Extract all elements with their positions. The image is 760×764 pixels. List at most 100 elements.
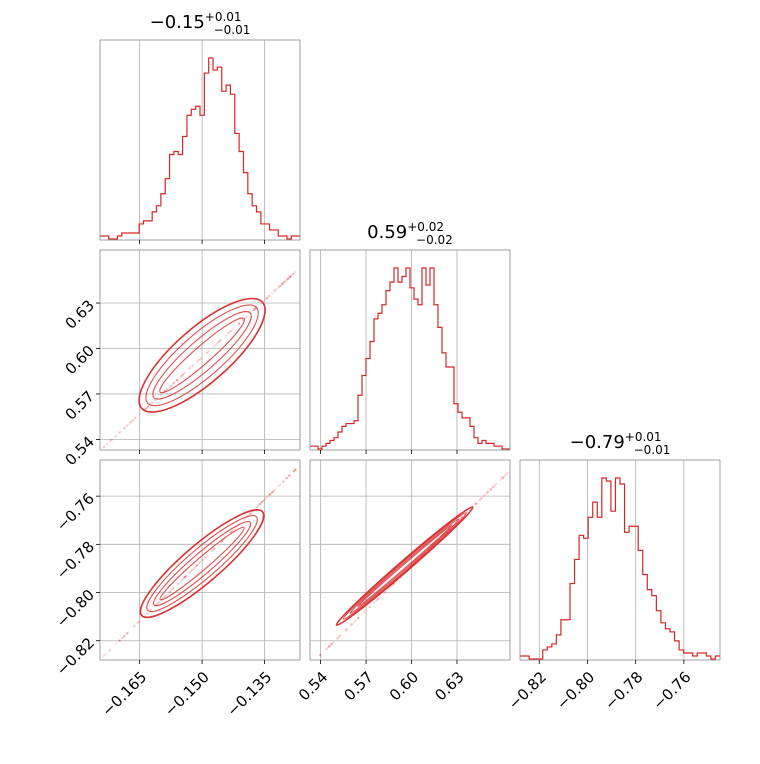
density-sample-point: [237, 322, 241, 325]
density-sample-point: [165, 593, 168, 596]
density-sample-point: [280, 283, 284, 286]
density-sample-point: [213, 345, 216, 348]
density-sample-point: [332, 641, 335, 644]
density-sample-point: [132, 419, 135, 422]
density-sample-point: [480, 497, 483, 500]
density-sample-point: [231, 529, 235, 532]
density-sample-point: [132, 625, 136, 628]
density-sample-point: [383, 591, 386, 594]
density-sample-point: [264, 497, 268, 500]
density-sample-point: [165, 388, 169, 391]
density-sample-point: [279, 284, 282, 287]
title-upper-error: +0.01: [625, 430, 662, 444]
density-sample-point: [229, 329, 232, 333]
density-contour: [152, 521, 252, 607]
density-sample-point: [357, 616, 360, 619]
density-sample-point: [356, 617, 360, 620]
density-sample-point: [182, 373, 185, 376]
density-sample-point: [274, 289, 277, 292]
density-sample-point: [294, 468, 297, 472]
density-sample-point: [181, 578, 184, 581]
density-sample-point: [183, 576, 186, 579]
density-sample-point: [147, 405, 150, 408]
density-sample-point: [260, 501, 263, 504]
density-contour: [146, 515, 258, 613]
density-sample-point: [133, 417, 137, 420]
density-sample-point: [200, 356, 203, 359]
density-sample-point: [268, 494, 271, 497]
density-sample-point: [289, 274, 293, 278]
density-sample-point: [292, 470, 295, 473]
density-sample-point: [336, 637, 339, 640]
density-sample-point: [281, 480, 285, 483]
density-sample-point: [502, 475, 505, 478]
density-sample-point: [184, 575, 187, 578]
density-sample-point: [357, 617, 360, 620]
density-sample-point: [126, 631, 129, 634]
density-sample-point: [272, 489, 276, 492]
density-sample-point: [176, 378, 179, 382]
density-sample-point: [192, 567, 195, 570]
density-sample-point: [183, 576, 186, 579]
density-sample-point: [189, 569, 193, 573]
density-sample-point: [484, 493, 487, 496]
density-sample-point: [172, 586, 175, 590]
x-tick-label: −0.150: [161, 668, 213, 720]
density-sample-point: [129, 421, 132, 424]
x-tick-label: −0.165: [98, 668, 150, 720]
density-sample-point: [238, 322, 241, 325]
density-sample-point: [252, 309, 255, 312]
density-sample-point: [145, 407, 148, 410]
density-sample-point: [147, 405, 150, 408]
density-sample-point: [198, 358, 201, 361]
y-tick-label: −0.80: [53, 586, 98, 631]
density-sample-point: [491, 486, 494, 489]
density-sample-point: [351, 622, 354, 626]
density-sample-point: [229, 330, 232, 333]
density-sample-point: [197, 359, 200, 362]
density-sample-point: [172, 381, 176, 385]
density-sample-point: [261, 499, 265, 503]
density-sample-point: [118, 639, 121, 642]
density-sample-point: [201, 558, 204, 562]
density-sample-point: [503, 474, 506, 477]
density-sample-point: [271, 490, 274, 493]
density-sample-point: [169, 384, 172, 388]
y-tick-label: 0.60: [62, 342, 98, 378]
density-sample-point: [330, 642, 333, 645]
density-sample-point: [286, 277, 289, 281]
density-sample-point: [255, 505, 259, 509]
density-sample-point: [480, 497, 483, 500]
density-sample-point: [156, 602, 159, 606]
density-sample-point: [108, 649, 111, 652]
density-sample-point: [139, 412, 142, 415]
x-tick-label: 0.54: [295, 668, 331, 704]
density-sample-point: [500, 477, 504, 480]
density-sample-point: [271, 490, 274, 493]
density-sample-point: [193, 566, 196, 569]
density-contour: [145, 304, 259, 407]
density-sample-point: [277, 484, 280, 488]
density-sample-point: [110, 438, 113, 442]
histogram-step-line: [520, 477, 720, 660]
panel-hist-3-content: [520, 460, 720, 660]
density-sample-point: [277, 286, 280, 289]
density-sample-point: [227, 331, 230, 335]
density-sample-point: [182, 373, 185, 376]
density-sample-point: [263, 498, 266, 501]
density-sample-point: [189, 570, 192, 574]
x-tick-label: −0.82: [505, 668, 550, 713]
density-sample-point: [287, 277, 290, 280]
density-sample-point: [196, 564, 199, 567]
density-sample-point: [339, 634, 342, 637]
density-sample-point: [165, 388, 168, 391]
density-sample-point: [327, 645, 330, 648]
density-sample-point: [176, 378, 179, 381]
density-sample-point: [475, 502, 478, 505]
density-sample-point: [265, 297, 268, 300]
density-sample-point: [506, 471, 509, 475]
density-sample-point: [499, 478, 502, 481]
density-sample-point: [283, 280, 286, 283]
density-sample-point: [146, 405, 149, 409]
density-sample-point: [501, 476, 504, 479]
